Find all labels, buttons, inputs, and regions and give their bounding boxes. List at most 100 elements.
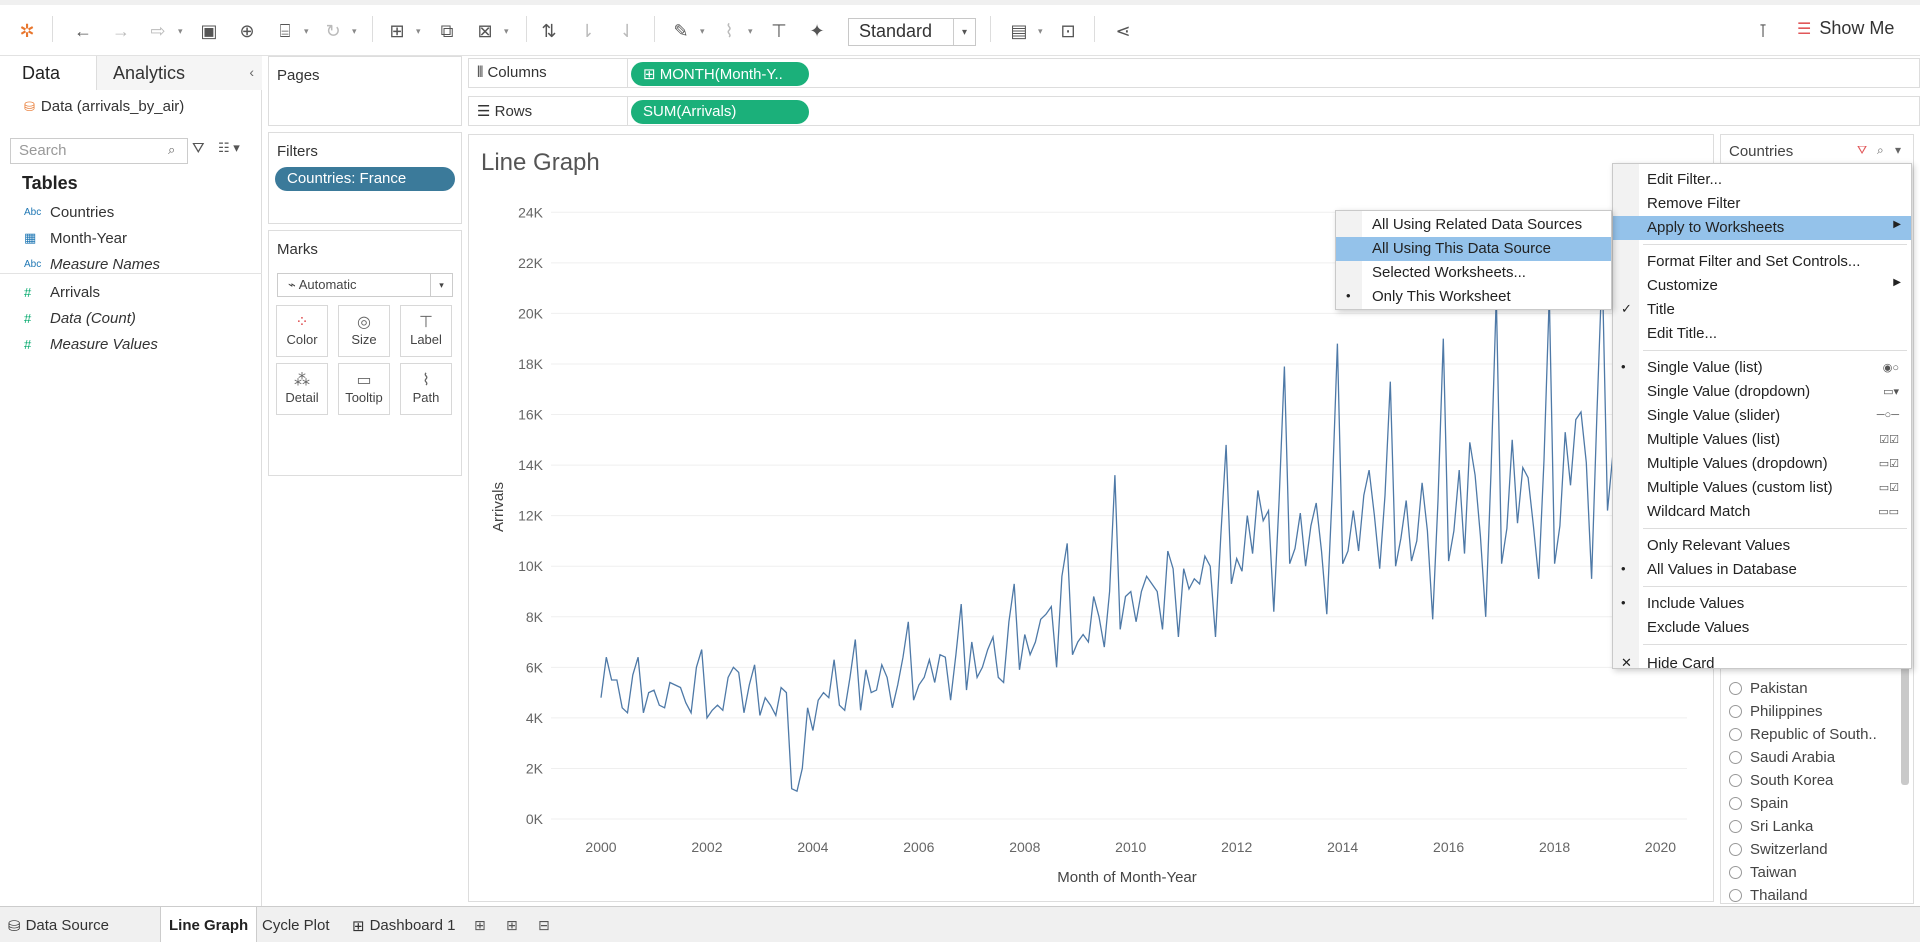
presentation-mode-icon[interactable]: ⊡ <box>1060 20 1076 41</box>
show-me-button[interactable]: ☰ Show Me <box>1797 18 1894 39</box>
menu-item-multiple-values-list[interactable]: Multiple Values (list) ☑☑ <box>1613 428 1911 452</box>
series-line-france[interactable] <box>600 265 1640 793</box>
color-button[interactable]: ⁘ Color <box>276 305 328 357</box>
menu-item-edit-filter[interactable]: Edit Filter... <box>1613 168 1911 192</box>
menu-item-edit-title[interactable]: Edit Title... <box>1613 322 1911 346</box>
tab-analytics[interactable]: Analytics <box>97 56 262 90</box>
tab-data[interactable]: Data <box>0 56 97 90</box>
field-measure-values[interactable]: # Measure Values <box>24 334 158 354</box>
new-data-source-icon[interactable]: ⊕ <box>239 20 255 41</box>
menu-item-single-value-dropdown[interactable]: Single Value (dropdown) ▭▾ <box>1613 380 1911 404</box>
filter-value-item[interactable]: Pakistan <box>1729 678 1808 698</box>
menu-item-format-filter-and-set-controls[interactable]: Format Filter and Set Controls... <box>1613 250 1911 274</box>
new-worksheet-dropdown-icon[interactable]: ▾ <box>416 26 421 36</box>
view-options-icon[interactable]: ☷ ▾ <box>218 140 240 155</box>
submenu-item-all-using-related-data-sources[interactable]: All Using Related Data Sources <box>1336 213 1611 237</box>
search-icon[interactable]: ⌕ <box>1877 143 1884 157</box>
show-cards-dropdown-icon[interactable]: ▾ <box>1038 26 1043 36</box>
collapse-pane-icon[interactable]: ‹ <box>249 64 254 80</box>
menu-item-wildcard-match[interactable]: Wildcard Match ▭▭ <box>1613 500 1911 524</box>
tab-line-graph[interactable]: Line Graph <box>160 907 258 942</box>
sort-ascending-icon[interactable]: ⇂ <box>579 20 595 41</box>
tab-dashboard-1[interactable]: ⊞ Dashboard 1 <box>352 907 455 942</box>
menu-item-exclude-values[interactable]: Exclude Values <box>1613 616 1911 640</box>
sort-descending-icon[interactable]: ⇃ <box>619 20 635 41</box>
replay-dropdown-icon[interactable]: ▾ <box>178 26 183 36</box>
new-worksheet-icon[interactable]: ⊞ <box>389 20 405 41</box>
filter-value-item[interactable]: Sri Lanka <box>1729 816 1813 836</box>
refresh-icon[interactable]: ↻ <box>325 20 341 41</box>
submenu-item-all-using-this-data-source[interactable]: All Using This Data Source <box>1336 237 1611 261</box>
view-size-select[interactable]: Standard ▾ <box>848 18 976 46</box>
pages-card[interactable]: Pages <box>268 56 462 126</box>
clear-dropdown-icon[interactable]: ▾ <box>504 26 509 36</box>
menu-item-include-values[interactable]: • Include Values <box>1613 592 1911 616</box>
detail-button[interactable]: ⁂ Detail <box>276 363 328 415</box>
filter-pill-countries[interactable]: Countries: France <box>275 167 455 191</box>
label-button[interactable]: ⊤ Label <box>400 305 452 357</box>
field-countries[interactable]: Abc Countries <box>24 202 114 222</box>
clear-filter-icon[interactable]: ⛛ <box>1857 143 1868 157</box>
card-menu-icon[interactable]: ▾ <box>1895 143 1902 157</box>
group-icon[interactable]: ⌇ <box>724 20 734 41</box>
menu-item-title[interactable]: ✓ Title <box>1613 298 1911 322</box>
menu-item-remove-filter[interactable]: Remove Filter <box>1613 192 1911 216</box>
filters-card[interactable]: Filters Countries: France <box>268 132 462 224</box>
menu-item-single-value-slider[interactable]: Single Value (slider) ─○─ <box>1613 404 1911 428</box>
share-icon[interactable]: ⋖ <box>1115 20 1131 41</box>
filter-value-item[interactable]: Taiwan <box>1729 862 1797 882</box>
columns-shelf[interactable]: ⫴ Columns ⊞ MONTH(Month-Y.. <box>468 58 1920 88</box>
menu-item-multiple-values-custom-list[interactable]: Multiple Values (custom list) ▭☑ <box>1613 476 1911 500</box>
highlight-icon[interactable]: ✎ <box>673 20 689 41</box>
redo-icon[interactable]: → <box>112 20 130 41</box>
pause-dropdown-icon[interactable]: ▾ <box>304 26 309 36</box>
filter-value-item[interactable]: Saudi Arabia <box>1729 747 1835 767</box>
filter-fields-icon[interactable]: ⛛ <box>192 140 205 157</box>
menu-item-only-relevant-values[interactable]: Only Relevant Values <box>1613 534 1911 558</box>
duplicate-icon[interactable]: ⧉ <box>440 20 454 41</box>
fix-axes-icon[interactable]: ✦ <box>809 20 825 41</box>
menu-item-customize[interactable]: Customize ▶ <box>1613 274 1911 298</box>
filter-value-item[interactable]: South Korea <box>1729 770 1833 790</box>
menu-item-all-values-in-database[interactable]: • All Values in Database <box>1613 558 1911 582</box>
swap-icon[interactable]: ⇅ <box>541 20 557 41</box>
format-painter-icon[interactable]: ⊺ <box>1758 20 1768 41</box>
field-data-count[interactable]: # Data (Count) <box>24 308 136 328</box>
menu-item-multiple-values-dropdown[interactable]: Multiple Values (dropdown) ▭☑ <box>1613 452 1911 476</box>
menu-item-hide-card[interactable]: ✕ Hide Card <box>1613 652 1911 676</box>
new-worksheet-icon[interactable]: ⊞ <box>474 917 486 933</box>
new-story-icon[interactable]: ⊟ <box>538 917 550 933</box>
filter-value-item[interactable]: Spain <box>1729 793 1788 813</box>
label-icon[interactable]: ⊤ <box>771 20 787 41</box>
replay-icon[interactable]: ⇨ <box>150 20 166 41</box>
refresh-dropdown-icon[interactable]: ▾ <box>352 26 357 36</box>
field-measure-names[interactable]: Abc Measure Names <box>24 254 160 274</box>
menu-item-single-value-list[interactable]: • Single Value (list) ◉○ <box>1613 356 1911 380</box>
filter-value-item[interactable]: Switzerland <box>1729 839 1828 859</box>
pause-updates-icon[interactable]: ⌸ <box>279 20 291 41</box>
worksheet-title[interactable]: Line Graph <box>481 149 600 176</box>
show-cards-icon[interactable]: ▤ <box>1010 20 1028 41</box>
tab-cycle-plot[interactable]: Cycle Plot <box>262 917 330 934</box>
tooltip-button[interactable]: ▭ Tooltip <box>338 363 390 415</box>
clear-sheet-icon[interactable]: ⊠ <box>477 20 493 41</box>
submenu-item-selected-worksheets[interactable]: Selected Worksheets... <box>1336 261 1611 285</box>
filter-scrollbar[interactable] <box>1901 655 1909 785</box>
data-source-tab[interactable]: ⛁ Data Source <box>8 907 109 942</box>
columns-pill[interactable]: ⊞ MONTH(Month-Y.. <box>631 62 809 86</box>
mark-type-select[interactable]: ⌁ Automatic ▾ <box>277 273 453 297</box>
highlight-dropdown-icon[interactable]: ▾ <box>700 26 705 36</box>
rows-shelf[interactable]: ☰ Rows SUM(Arrivals) <box>468 96 1920 126</box>
submenu-item-only-this-worksheet[interactable]: • Only This Worksheet <box>1336 285 1611 309</box>
filter-value-item[interactable]: Republic of South.. <box>1729 724 1877 744</box>
group-dropdown-icon[interactable]: ▾ <box>748 26 753 36</box>
size-button[interactable]: ◎ Size <box>338 305 390 357</box>
new-dashboard-icon[interactable]: ⊞ <box>506 917 518 933</box>
save-icon[interactable]: ▣ <box>200 20 218 41</box>
filter-value-item[interactable]: Philippines <box>1729 701 1823 721</box>
field-search-input[interactable]: Search <box>10 138 188 164</box>
field-arrivals[interactable]: # Arrivals <box>24 282 100 302</box>
undo-icon[interactable]: ← <box>74 20 92 41</box>
path-button[interactable]: ⌇ Path <box>400 363 452 415</box>
